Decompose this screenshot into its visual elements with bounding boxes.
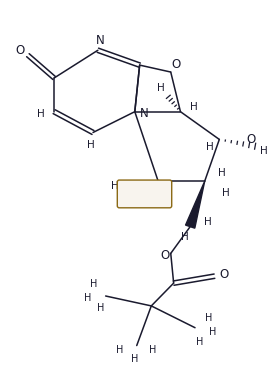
Polygon shape	[185, 181, 205, 228]
Text: H: H	[148, 344, 156, 355]
Text: H: H	[206, 142, 214, 152]
Text: H: H	[131, 354, 139, 365]
Text: H: H	[196, 337, 204, 347]
Text: H: H	[90, 279, 98, 289]
Text: H: H	[218, 168, 226, 178]
Text: O: O	[16, 44, 25, 57]
Text: O: O	[219, 268, 229, 281]
Text: Abs: Abs	[134, 189, 155, 199]
Text: H: H	[157, 83, 165, 93]
Text: H: H	[37, 109, 44, 119]
Text: H: H	[209, 327, 216, 337]
Text: O: O	[171, 57, 180, 71]
Text: H: H	[205, 313, 212, 323]
Text: H: H	[204, 217, 211, 227]
Text: H: H	[97, 303, 105, 313]
Text: O: O	[247, 133, 256, 146]
Text: H: H	[222, 188, 230, 198]
Text: N: N	[140, 107, 149, 120]
Text: H: H	[190, 102, 198, 112]
FancyBboxPatch shape	[117, 180, 172, 208]
Text: H: H	[116, 344, 123, 355]
Text: H: H	[84, 293, 92, 303]
Text: H: H	[87, 141, 95, 150]
Text: H: H	[181, 232, 189, 242]
Text: H: H	[111, 181, 119, 191]
Text: O: O	[160, 249, 170, 262]
Text: N: N	[95, 34, 104, 47]
Text: H: H	[260, 146, 268, 156]
